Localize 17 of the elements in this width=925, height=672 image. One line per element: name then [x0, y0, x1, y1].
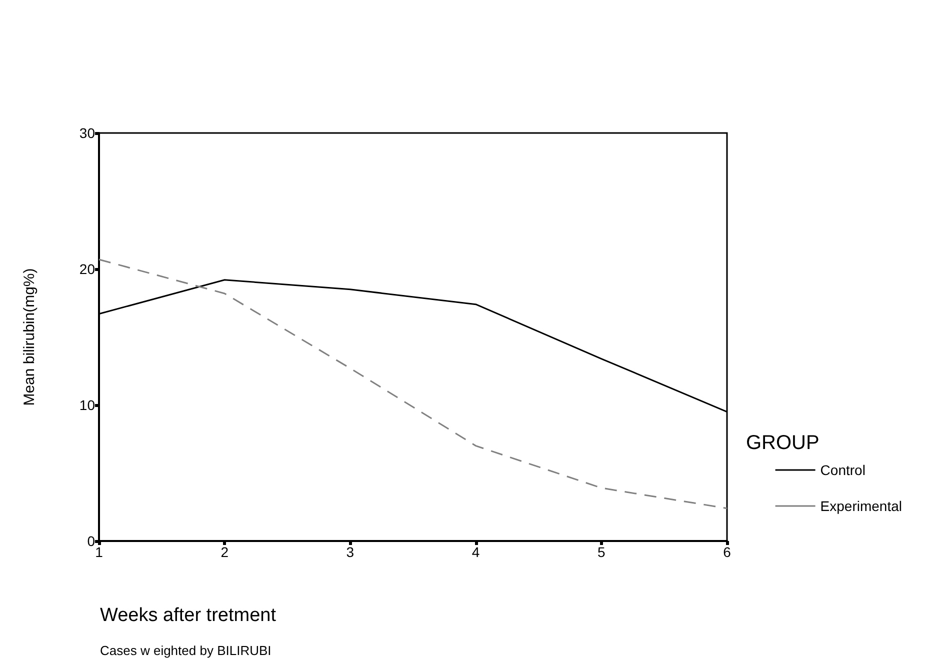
y-tick-label: 10 — [79, 397, 96, 413]
y-axis-title: Mean bilirubin(mg%) — [21, 268, 38, 406]
line-series — [98, 258, 728, 510]
x-axis-title: Weeks after tretment — [100, 605, 277, 626]
text: Cases w eighted by BILIRUBI — [100, 643, 272, 658]
x-tick-label: 1 — [95, 544, 104, 560]
x-tick-label: 5 — [598, 544, 606, 560]
y-tick-label: 30 — [79, 125, 96, 141]
x-tick-label: 2 — [220, 544, 229, 560]
x-tick-label: 6 — [723, 544, 732, 560]
legend-label: Experimental — [820, 498, 902, 514]
legend-title: GROUP — [746, 432, 820, 454]
y-tick-label: 0 — [87, 533, 96, 549]
x-tick-label: 3 — [346, 544, 354, 560]
y-tick-label: 20 — [79, 261, 96, 277]
x-tick-label: 4 — [472, 544, 480, 560]
legend-label: Control — [820, 462, 866, 478]
